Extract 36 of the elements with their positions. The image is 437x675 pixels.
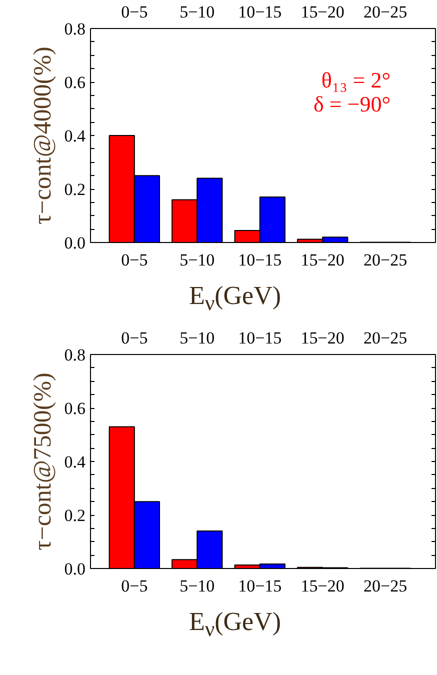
y-tick-label: 0.0 — [64, 560, 86, 578]
y-tick-label: 0.6 — [64, 399, 86, 418]
x-tick-label: 20−25 — [364, 2, 408, 22]
x-axis-title: E$_{ν}$(GeV) — [188, 606, 282, 644]
category-label: 0−5 — [121, 576, 148, 596]
x-tick-label: 10−15 — [238, 328, 282, 348]
category-label: 20−25 — [364, 576, 408, 596]
annotation: θ₁₃ = 2° — [321, 68, 391, 92]
x-tick-label: 10−15 — [238, 2, 282, 22]
x-tick-label: 15−20 — [300, 328, 344, 348]
y-tick-label: 0.0 — [64, 234, 86, 252]
x-tick-label: 0−5 — [121, 2, 148, 22]
y-tick-label: 0.8 — [64, 346, 86, 364]
y-tick-label: 0.8 — [64, 20, 86, 38]
y-tick-label: 0.4 — [64, 126, 86, 146]
category-label: 15−20 — [300, 576, 344, 596]
x-tick-label: 20−25 — [364, 328, 408, 348]
x-tick-label: 15−20 — [300, 2, 344, 22]
x-axis-title: E$_{ν}$(GeV) — [188, 280, 282, 318]
category-label: 5−10 — [180, 250, 215, 270]
x-tick-label: 5−10 — [180, 328, 215, 348]
category-label: 10−15 — [238, 250, 282, 270]
y-axis-title: τ−cont@4000(%) — [29, 46, 56, 224]
category-label: 10−15 — [238, 576, 282, 596]
category-label: 20−25 — [364, 250, 408, 270]
y-axis-title: τ−cont@7500(%) — [29, 372, 56, 550]
annotation: δ = −90° — [314, 92, 391, 116]
x-tick-label: 0−5 — [121, 328, 148, 348]
y-tick-label: 0.4 — [64, 452, 86, 472]
category-label: 5−10 — [180, 576, 215, 596]
y-tick-label: 0.2 — [64, 180, 86, 199]
category-label: 0−5 — [121, 250, 148, 270]
x-tick-label: 5−10 — [180, 2, 215, 22]
y-tick-label: 0.2 — [64, 506, 86, 525]
y-tick-label: 0.6 — [64, 73, 86, 92]
category-label: 15−20 — [300, 250, 344, 270]
